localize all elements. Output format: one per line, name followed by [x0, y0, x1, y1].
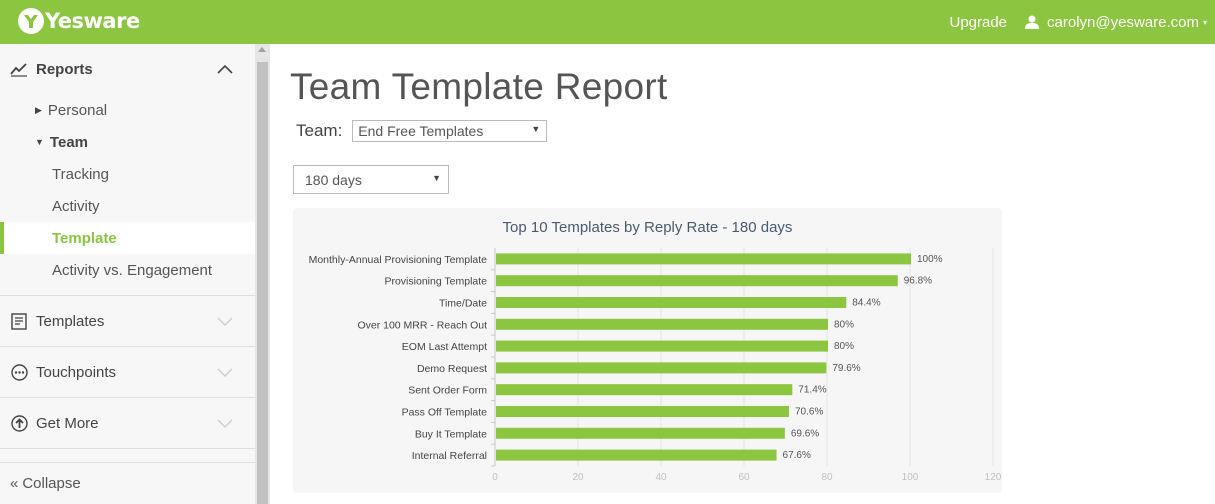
team-select-value: End Free Templates [358, 123, 484, 139]
sidebar-item-label: Personal [47, 101, 108, 119]
category-label: Demo Request [417, 363, 487, 375]
yesware-logo[interactable]: Yesware [18, 8, 140, 34]
data-label: 70.6% [795, 407, 823, 418]
user-email: carolyn@yesware.com [1047, 13, 1199, 31]
nav-touchpoints-label: Touchpoints [36, 363, 117, 381]
sidebar-item-tracking[interactable]: Tracking [52, 165, 109, 183]
sidebar-scrollbar[interactable] [255, 44, 270, 504]
sidebar-item-label: Team [49, 133, 88, 151]
main-content: Team Template Report Team: End Free Temp… [270, 44, 1215, 504]
category-label: Pass Off Template [402, 407, 488, 419]
dropdown-arrow-icon: ▼ [432, 173, 441, 183]
category-label: Internal Referral [412, 450, 487, 462]
upgrade-link[interactable]: Upgrade [949, 13, 1008, 31]
category-label: Sent Order Form [408, 385, 487, 397]
data-label: 100% [917, 254, 943, 265]
sidebar: Reports ▶ Personal ▼ Team Tracking Activ… [0, 44, 255, 504]
divider [0, 295, 255, 296]
nav-get-more-header[interactable]: Get More [0, 398, 255, 448]
x-tick-label: 20 [572, 472, 584, 483]
divider [0, 397, 255, 398]
bar [496, 297, 847, 308]
touchpoints-dots-icon [10, 363, 28, 381]
nav-section-reports: Reports ▶ Personal ▼ Team Tracking Activ… [0, 44, 255, 286]
data-label: 67.6% [783, 450, 811, 461]
collapse-label: Collapse [22, 475, 81, 492]
chart-card: Top 10 Templates by Reply Rate - 180 day… [293, 208, 1002, 493]
chevron-down-icon[interactable] [217, 313, 233, 330]
user-icon [1025, 15, 1040, 29]
bar [496, 384, 793, 396]
x-tick-label: 60 [738, 472, 750, 483]
nav-templates-label: Templates [36, 312, 105, 330]
divider [0, 346, 255, 347]
bar [496, 275, 898, 287]
chart-title: Top 10 Templates by Reply Rate - 180 day… [502, 219, 793, 236]
top-bar: Yesware Upgrade carolyn@yesware.com ▾ [0, 0, 1215, 44]
data-label: 80% [834, 319, 854, 330]
data-label: 71.4% [798, 385, 826, 396]
nav-templates-header[interactable]: Templates [0, 296, 255, 346]
category-label: Over 100 MRR - Reach Out [357, 319, 487, 331]
chevron-up-icon[interactable] [217, 61, 233, 78]
days-select-value: 180 days [305, 171, 362, 188]
chevron-down-icon[interactable] [217, 364, 233, 381]
category-label: Monthly-Annual Provisioning Template [309, 254, 488, 266]
data-label: 84.4% [852, 298, 880, 309]
team-select[interactable]: End Free Templates ▼ [352, 120, 548, 142]
scroll-up-arrow-icon[interactable] [258, 47, 266, 52]
x-tick-label: 40 [655, 472, 667, 483]
reply-rate-bar-chart: 0 20 40 60 80 100 120 Monthly-Annual Provisioni… [309, 248, 1002, 483]
caret-right-icon: ▶ [35, 104, 42, 115]
chevron-down-icon[interactable] [217, 415, 233, 432]
nav-get-more-label: Get More [36, 414, 99, 432]
sidebar-item-activity-vs-engagement[interactable]: Activity vs. Engagement [52, 261, 213, 279]
bar [496, 427, 785, 439]
trend-line-icon [10, 60, 28, 78]
nav-reports-header[interactable]: Reports [0, 44, 255, 94]
arrow-up-circle-icon [10, 414, 28, 432]
template-doc-icon [10, 312, 28, 330]
x-tick-label: 100 [902, 472, 919, 483]
x-tick-label: 80 [821, 472, 833, 483]
dropdown-arrow-icon: ▼ [531, 124, 541, 134]
nav-touchpoints-header[interactable]: Touchpoints [0, 347, 255, 397]
bar [496, 362, 827, 374]
nav-reports-label: Reports [36, 60, 93, 78]
sidebar-item-activity[interactable]: Activity [52, 197, 100, 215]
data-label: 79.6% [832, 363, 860, 374]
page-title: Team Template Report [290, 66, 668, 107]
category-label: Time/Date [439, 298, 487, 310]
data-label: 69.6% [791, 428, 819, 439]
days-range-select[interactable]: 180 days ▼ [293, 165, 449, 194]
bar [496, 318, 828, 330]
sidebar-item-team[interactable]: ▼ Team [0, 126, 255, 158]
yesware-logo-icon [18, 8, 44, 34]
category-label: EOM Last Attempt [402, 341, 487, 353]
bar [496, 253, 911, 265]
x-tick-label: 120 [985, 472, 1002, 483]
data-label: 96.8% [904, 276, 932, 287]
caret-down-icon: ▾ [1202, 17, 1207, 27]
divider [0, 448, 255, 449]
brand-name: Yesware [45, 9, 140, 33]
bar [496, 449, 777, 461]
collapse-button[interactable]: « Collapse [0, 462, 255, 504]
bar [496, 406, 789, 417]
category-label: Provisioning Template [384, 276, 487, 288]
category-label: Buy It Template [415, 428, 487, 440]
x-tick-label: 0 [492, 472, 498, 483]
sidebar-item-template[interactable]: Template [0, 222, 255, 254]
user-menu[interactable]: carolyn@yesware.com ▾ [1025, 14, 1207, 31]
sidebar-item-personal[interactable]: ▶ Personal [0, 94, 255, 126]
bar [496, 340, 828, 352]
data-label: 80% [834, 341, 854, 352]
double-chevron-left-icon: « [10, 475, 19, 492]
team-label: Team: [296, 121, 343, 140]
caret-down-icon: ▼ [35, 137, 44, 147]
scroll-thumb[interactable] [257, 62, 268, 504]
